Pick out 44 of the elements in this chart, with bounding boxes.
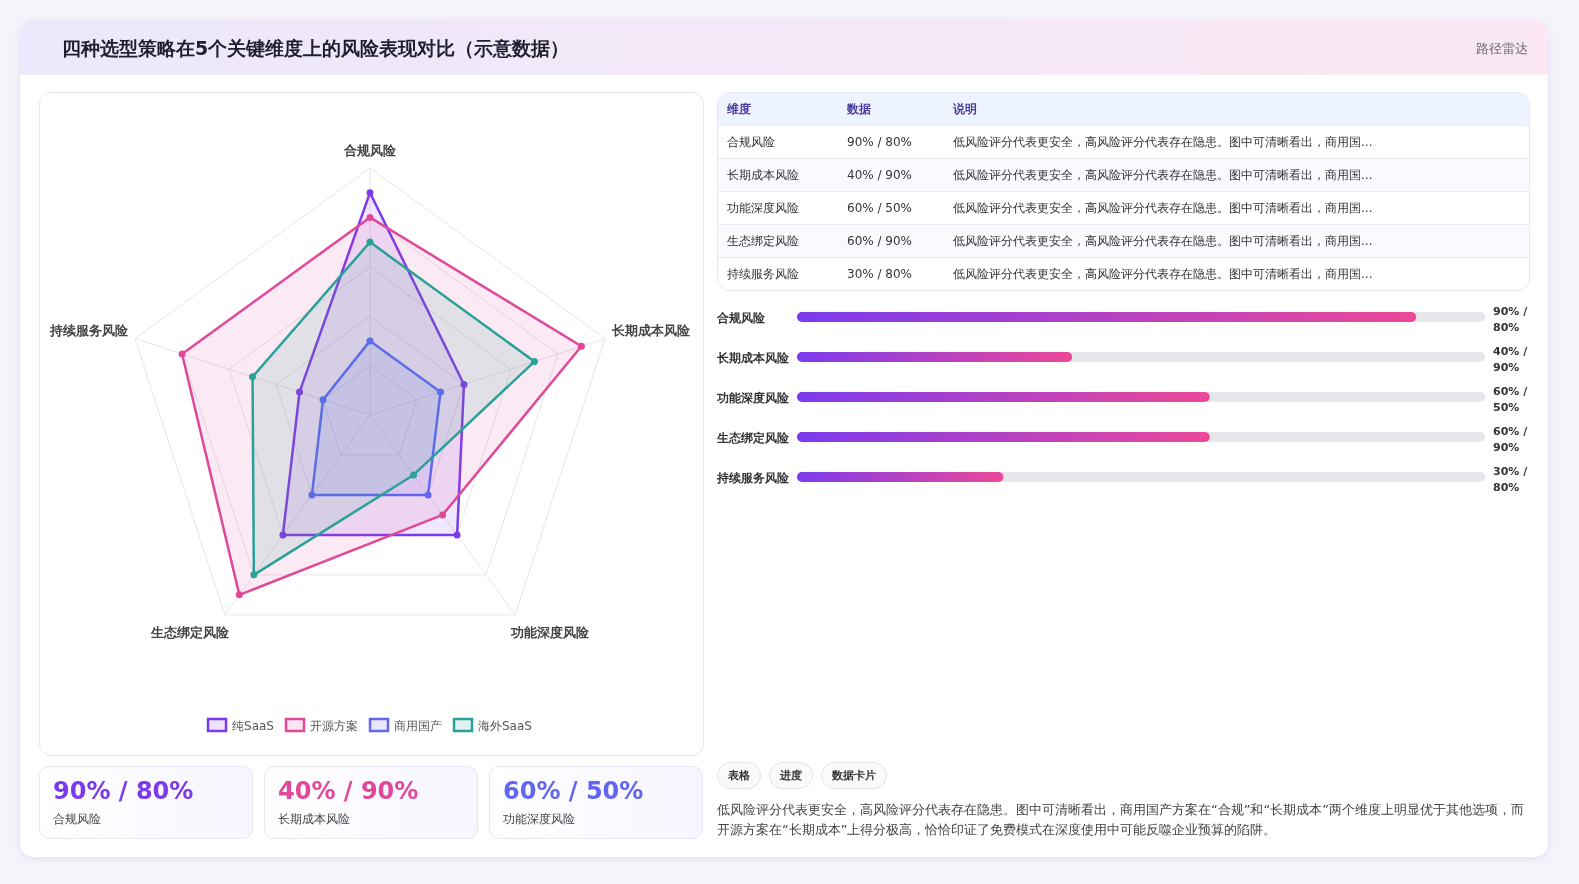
category-label: 表格 (717, 762, 761, 789)
text: 60% / 50% (838, 191, 944, 225)
text: 90% / 80% (53, 777, 194, 805)
category-label: 维度 (718, 93, 838, 126)
category-label: 数据卡片 (821, 762, 887, 789)
spoke-label: 持续服务风险 (48, 323, 129, 339)
data-label: 90% / 80% (1493, 305, 1529, 334)
text: 30% / 80% (838, 257, 944, 290)
text: 40% / 90% (838, 158, 944, 192)
legend-label: 商用国产 (394, 719, 442, 733)
legend-label: 海外SaaS (478, 719, 532, 733)
category-label: 说明 (944, 93, 1529, 126)
legend-label: 纯SaaS (232, 719, 274, 733)
text: 低风险评分代表更安全，高风险评分代表存在隐患。图中可清晰看出，商用国... (944, 224, 1529, 258)
text: 60% / 90% (838, 224, 944, 258)
text: 90% / 80% (838, 125, 944, 159)
text: 60% / 50% (503, 777, 644, 805)
legend-label: 开源方案 (310, 719, 358, 733)
y-tick-label: 合规风险 (716, 311, 766, 325)
text: 低风险评分代表更安全，高风险评分代表存在隐患。图中可清晰看出，商用国... (944, 158, 1529, 192)
text: 四种选型策略在5个关键维度上的风险表现对比（示意数据） (62, 36, 570, 61)
text: 功能深度风险 (503, 811, 575, 828)
spoke-label: 合规风险 (343, 143, 397, 159)
y-tick-label: 功能深度风险 (716, 391, 790, 405)
y-tick-label: 长期成本风险 (716, 351, 790, 365)
text: 低风险评分代表更安全，高风险评分代表存在隐患。图中可清晰看出，商用国产方案在“合规”和“长期成本”两个维度上明显优于其他选项，而开源方案在“长期成本”上得分极高，恰恰印证了免费模式在深度使用中可能反噬企业预算的陷阱。 (717, 801, 1525, 839)
y-tick-label: 持续服务风险 (716, 471, 790, 485)
category-label: 数据 (838, 93, 944, 126)
data-label: 60% / 90% (1493, 425, 1529, 454)
text: 40% / 90% (278, 777, 419, 805)
spoke-label: 生态绑定风险 (150, 624, 231, 640)
text: 低风险评分代表更安全，高风险评分代表存在隐患。图中可清晰看出，商用国... (944, 257, 1529, 290)
text: 长期成本风险 (278, 811, 350, 828)
y-tick-label: 生态绑定风险 (716, 431, 790, 445)
text: 合规风险 (53, 811, 101, 828)
data-label: 40% / 90% (1493, 345, 1529, 374)
spoke-label: 长期成本风险 (611, 323, 692, 339)
text: 低风险评分代表更安全，高风险评分代表存在隐患。图中可清晰看出，商用国... (944, 125, 1529, 159)
category-label: 进度 (769, 762, 813, 789)
text: 低风险评分代表更安全，高风险评分代表存在隐患。图中可清晰看出，商用国... (944, 191, 1529, 225)
spoke-label: 功能深度风险 (509, 624, 590, 640)
data-label: 60% / 50% (1493, 385, 1529, 414)
data-label: 30% / 80% (1493, 465, 1529, 494)
text: 路径雷达 (1476, 40, 1528, 58)
